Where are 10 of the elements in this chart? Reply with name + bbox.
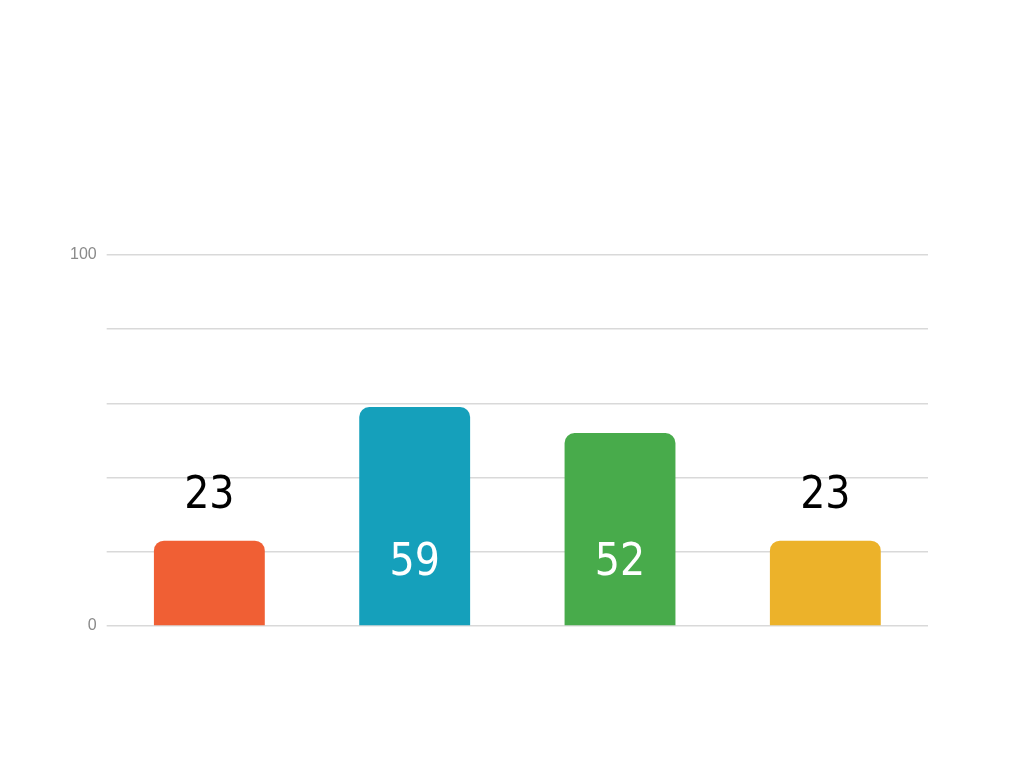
bar bbox=[359, 407, 471, 626]
data-label: 23 bbox=[184, 467, 235, 519]
y-tick-label: 0 bbox=[87, 616, 97, 634]
data-label: 52 bbox=[594, 533, 646, 585]
data-label: 59 bbox=[389, 533, 440, 585]
bar bbox=[769, 540, 881, 626]
y-tick-label: 100 bbox=[69, 245, 97, 263]
data-label: 23 bbox=[800, 467, 851, 519]
bar bbox=[564, 433, 676, 626]
bar bbox=[153, 540, 265, 626]
